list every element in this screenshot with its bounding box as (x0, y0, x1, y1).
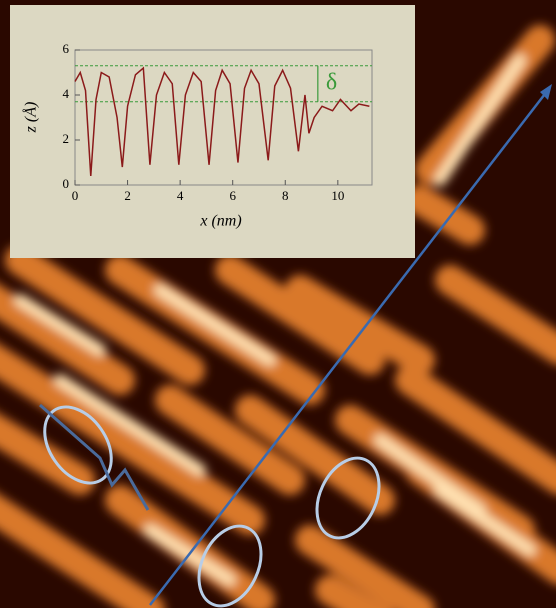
x-tick-label: 0 (72, 188, 79, 203)
x-tick-label: 6 (229, 188, 236, 203)
y-tick-label: 2 (63, 131, 70, 146)
x-tick-label: 8 (282, 188, 289, 203)
x-tick-label: 10 (331, 188, 344, 203)
profile-line (74, 66, 370, 177)
x-axis-label: x (nm) (199, 213, 241, 230)
y-axis-label: z (Å) (22, 102, 40, 134)
y-tick-label: 6 (63, 41, 70, 56)
plot-frame (74, 49, 373, 186)
x-tick-label: 2 (124, 188, 131, 203)
inset-chart: x (nm) z (Å) 0 2 4 6 8 10 0 2 4 6 δ (10, 5, 415, 258)
x-tick-label: 4 (177, 188, 184, 203)
y-tick-label: 4 (63, 86, 70, 101)
y-tick-label: 0 (63, 176, 70, 191)
delta-label: δ (326, 69, 337, 95)
